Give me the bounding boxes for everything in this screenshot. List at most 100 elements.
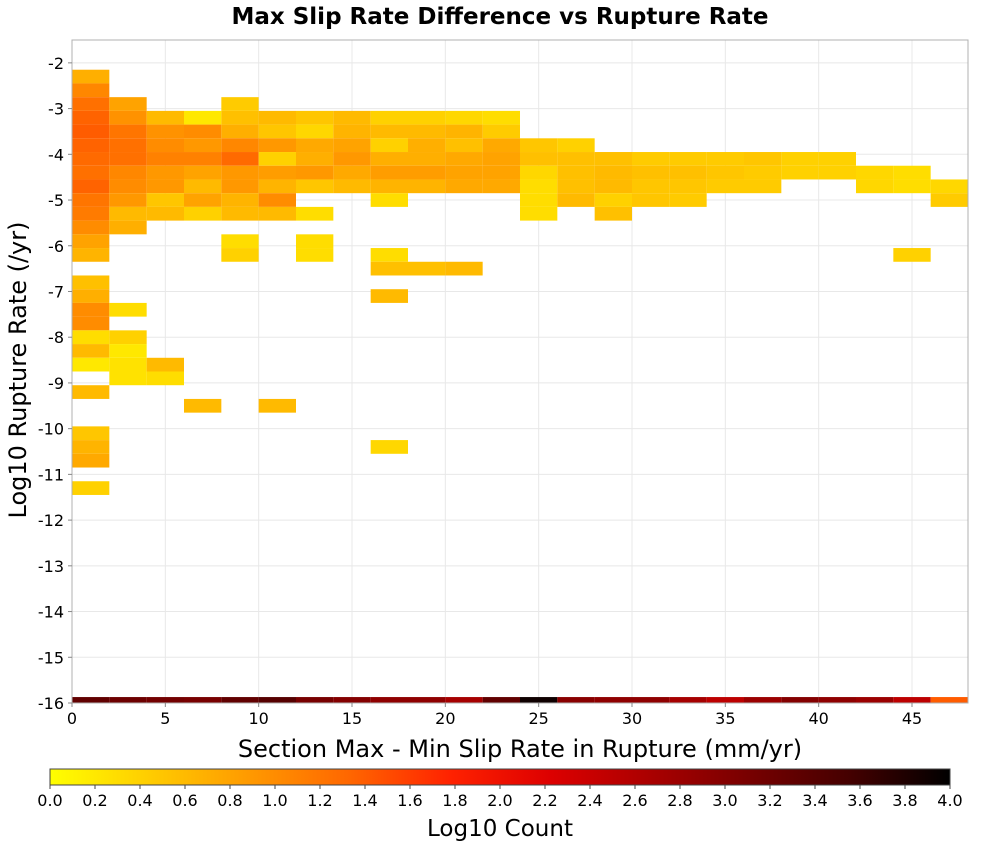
heatmap-cell [557, 165, 595, 180]
heatmap-cell [221, 234, 259, 249]
heatmap-cell [557, 193, 595, 207]
colorbar-label: Log10 Count [427, 816, 573, 842]
y-tick-label: -2 [48, 54, 64, 73]
colorbar-tick-label: 1.6 [397, 791, 422, 810]
heatmap-cell [706, 697, 744, 703]
heatmap-cell [184, 124, 222, 139]
heatmap-cell [221, 179, 259, 194]
heatmap-cell [72, 124, 110, 139]
heatmap-cell [72, 697, 110, 703]
heatmap-cell [893, 165, 931, 180]
heatmap-cell [258, 110, 296, 125]
heatmap-cell [146, 110, 184, 125]
y-tick-label: -13 [38, 557, 64, 576]
heatmap-cell [72, 316, 110, 331]
heatmap-cell [296, 234, 334, 249]
x-tick-label: 30 [622, 709, 642, 728]
heatmap-cell [146, 357, 184, 372]
heatmap-cell [408, 138, 446, 153]
colorbar [49, 768, 951, 786]
x-axis-label: Section Max - Min Slip Rate in Rupture (… [238, 735, 802, 763]
heatmap-cell [520, 193, 558, 207]
heatmap-cell [146, 371, 184, 386]
y-tick-label: -5 [48, 191, 64, 210]
y-tick-label: -7 [48, 282, 64, 301]
x-tick-label: 5 [160, 709, 170, 728]
heatmap-cell [370, 179, 408, 194]
x-tick-label: 35 [715, 709, 735, 728]
heatmap-cell [109, 302, 147, 317]
heatmap-cell [184, 697, 222, 703]
heatmap-cell [221, 138, 259, 153]
heatmap-cell [72, 152, 110, 166]
y-tick-label: -9 [48, 374, 64, 393]
y-axis-ticks: -2 -3 -4 -5 -6 -7 -8 -9 -10 -11 -12 -13 -14 -15 -16 [38, 54, 72, 713]
heatmap-cell [557, 697, 595, 703]
colorbar-tick-label: 3.6 [847, 791, 872, 810]
heatmap-cell [109, 330, 147, 345]
heatmap-cell [296, 138, 334, 153]
heatmap-cell [370, 165, 408, 180]
heatmap-cell [482, 179, 520, 194]
heatmap-cell [408, 261, 446, 276]
heatmap-cell [370, 110, 408, 125]
heatmap-cell [72, 426, 110, 441]
heatmap-cell [221, 206, 259, 221]
heatmap-cell [632, 165, 670, 180]
heatmap-cell [632, 152, 670, 166]
heatmap-cell [333, 179, 371, 194]
heatmap-cell [146, 124, 184, 139]
y-tick-label: -4 [48, 145, 64, 164]
heatmap-cell [408, 110, 446, 125]
heatmap-cell [333, 697, 371, 703]
heatmap-cell [109, 97, 147, 111]
heatmap-cell [482, 138, 520, 153]
colorbar-tick-label: 1.4 [352, 791, 377, 810]
heatmap-cell [408, 179, 446, 194]
heatmap-cell [184, 179, 222, 194]
heatmap-cell [370, 261, 408, 276]
y-tick-label: -15 [38, 648, 64, 667]
heatmap-cell [72, 83, 110, 98]
heatmap-cell [594, 206, 632, 221]
heatmap-cell [856, 179, 894, 194]
heatmap-cell [370, 248, 408, 262]
heatmap-cell [781, 697, 819, 703]
heatmap-cell [333, 138, 371, 153]
heatmap-cell [333, 165, 371, 180]
heatmap-cell [258, 179, 296, 194]
heatmap-cell [72, 193, 110, 207]
heatmap-cell [221, 697, 259, 703]
heatmap-cell [72, 97, 110, 111]
heatmap-cell [669, 165, 707, 180]
colorbar-tick-label: 3.8 [892, 791, 917, 810]
heatmap-cell [333, 152, 371, 166]
heatmap-cell [744, 179, 782, 194]
heatmap-cell [296, 179, 334, 194]
colorbar-tick-label: 3.2 [757, 791, 782, 810]
colorbar-tick-label: 1.8 [442, 791, 467, 810]
heatmap-cell [109, 110, 147, 125]
y-tick-label: -14 [38, 603, 64, 622]
heatmap-cell [109, 357, 147, 372]
heatmap-cell [109, 344, 147, 358]
heatmap-cell [146, 697, 184, 703]
heatmap-cell [333, 124, 371, 139]
colorbar-tick-label: 2.6 [622, 791, 647, 810]
x-tick-label: 0 [67, 709, 77, 728]
heatmap-cell [109, 165, 147, 180]
heatmap-cell [184, 110, 222, 125]
heatmap-cell [482, 110, 520, 125]
heatmap-cell [72, 289, 110, 303]
heatmap-cell [221, 193, 259, 207]
heatmap-cell [482, 165, 520, 180]
heatmap-cell [408, 697, 446, 703]
y-tick-label: -8 [48, 328, 64, 347]
colorbar-tick-label: 0.0 [37, 791, 62, 810]
heatmap-cell [72, 234, 110, 249]
y-tick-label: -12 [38, 511, 64, 530]
heatmap-cell [520, 697, 558, 703]
x-tick-label: 15 [342, 709, 362, 728]
heatmap-cell [445, 261, 483, 276]
heatmap-cell [520, 138, 558, 153]
